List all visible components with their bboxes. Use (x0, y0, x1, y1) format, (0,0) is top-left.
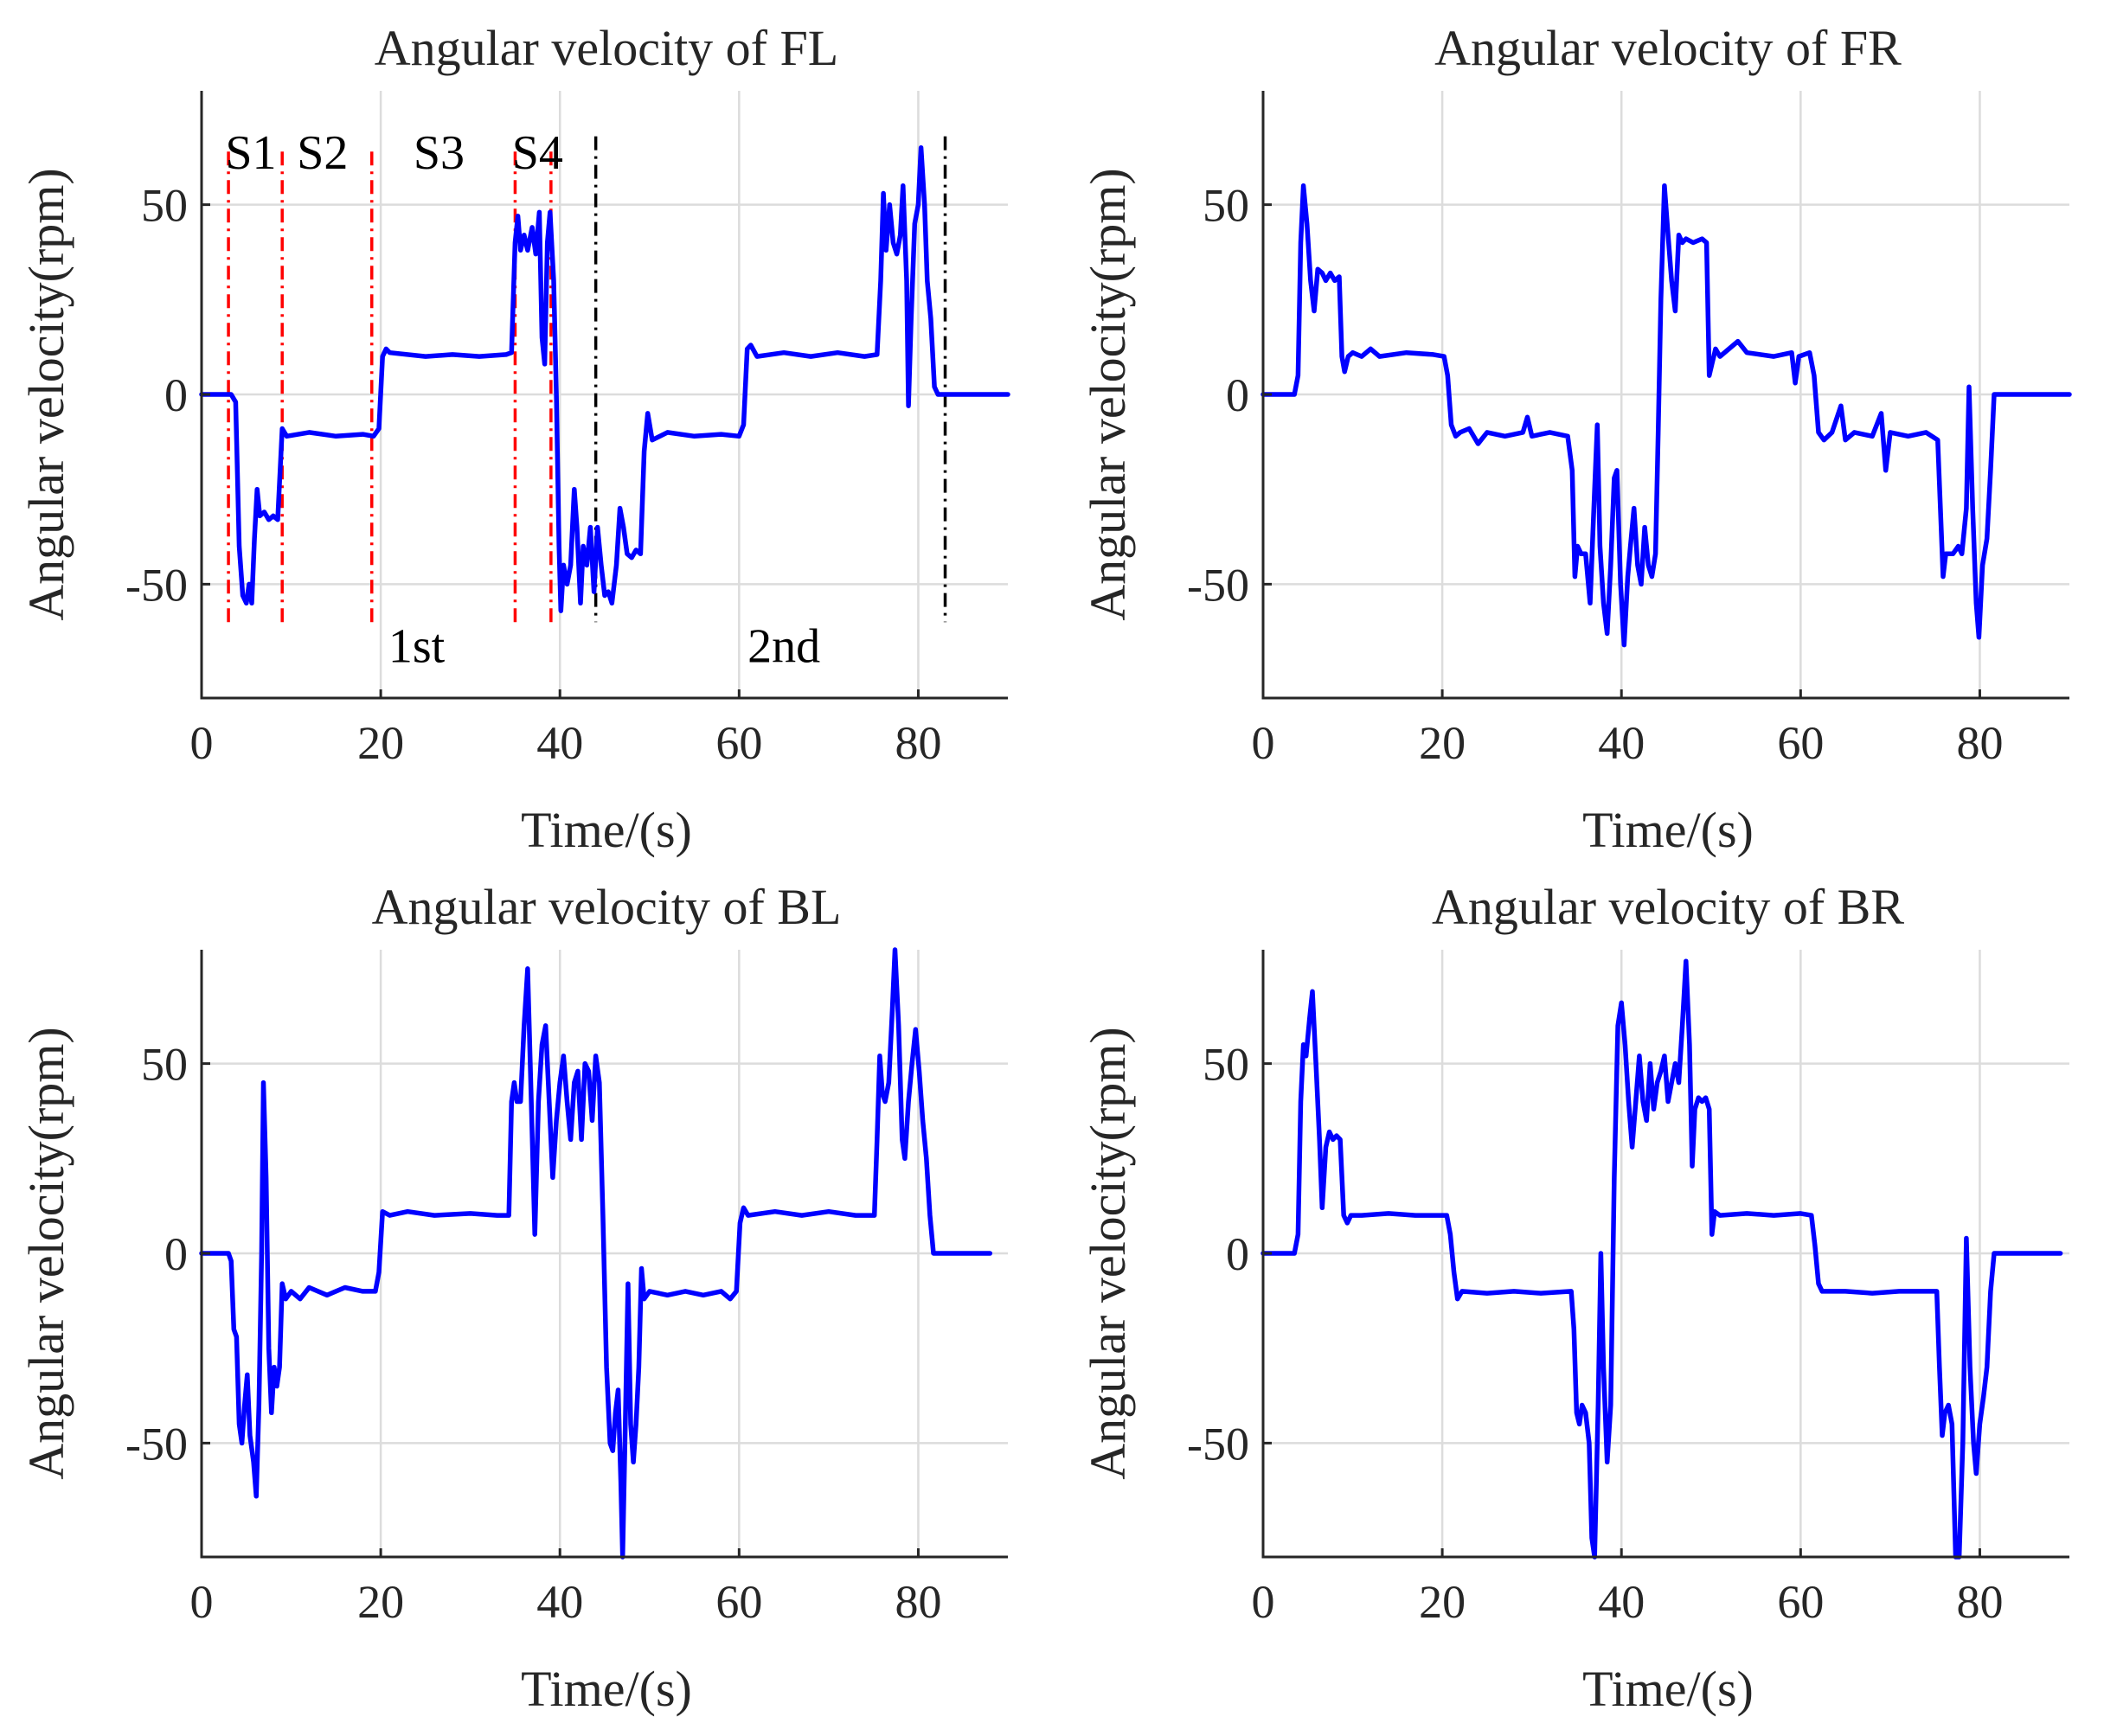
series-line-bl (199, 947, 993, 1560)
x-tick-label: 60 (1777, 717, 1824, 769)
y-tick-label: -50 (1187, 1418, 1249, 1470)
annotation-label: S4 (512, 126, 563, 180)
annotation-label: 2nd (747, 620, 820, 674)
y-tick-label: 50 (141, 1039, 188, 1091)
chart-bl: 0 20 40 60 80 -50 0 50 Angular velocity of BL Tim… (18, 879, 1008, 1717)
x-tick-label: 0 (190, 717, 214, 769)
chart-title: Angular velocity of BL (372, 879, 842, 935)
x-tick-label: 40 (1598, 717, 1645, 769)
y-tick-label: 0 (164, 369, 188, 421)
x-tick-label: 60 (715, 1576, 762, 1628)
y-tick-label: -50 (125, 559, 188, 611)
x-axis-label: Time/(s) (521, 1661, 692, 1717)
y-axis-label: Angular velocity(rpm) (1080, 168, 1136, 620)
x-tick-label: 40 (1598, 1576, 1645, 1628)
y-axis-label: Angular velocity(rpm) (18, 1027, 74, 1479)
y-tick-label: 50 (141, 180, 188, 232)
x-tick-label: 80 (1956, 1576, 2003, 1628)
annotation-label: S3 (414, 126, 465, 180)
series-line-br (1260, 958, 2063, 1560)
x-tick-label: 80 (895, 717, 941, 769)
y-tick-label: 0 (164, 1228, 188, 1280)
x-tick-label: 40 (536, 1576, 583, 1628)
chart-title: Angular velocity of FR (1434, 20, 1902, 76)
x-tick-label: 20 (357, 717, 404, 769)
y-tick-label: 50 (1203, 180, 1249, 232)
x-tick-label: 20 (1419, 717, 1466, 769)
x-tick-label: 60 (1777, 1576, 1824, 1628)
x-tick-label: 60 (715, 717, 762, 769)
x-tick-label: 0 (1252, 1576, 1275, 1628)
series-line-fl (199, 145, 1010, 613)
x-tick-label: 40 (536, 717, 583, 769)
x-tick-label: 0 (190, 1576, 214, 1628)
y-tick-label: 0 (1226, 1228, 1249, 1280)
y-axis-label: Angular velocity(rpm) (1080, 1027, 1136, 1479)
chart-fr: 0 20 40 60 80 -50 0 50 Angular velocity of FR Tim… (1080, 20, 2072, 858)
chart-title: Angular velocity of FL (375, 20, 838, 76)
series-line-fr (1260, 183, 2072, 648)
x-tick-label: 20 (357, 1576, 404, 1628)
x-axis-label: Time/(s) (1582, 1661, 1754, 1717)
x-axis-label: Time/(s) (1582, 802, 1754, 858)
x-tick-label: 80 (1956, 717, 2003, 769)
x-tick-label: 80 (895, 1576, 941, 1628)
x-tick-label: 0 (1252, 717, 1275, 769)
x-axis-label: Time/(s) (521, 802, 692, 858)
y-tick-label: -50 (125, 1418, 188, 1470)
y-tick-label: -50 (1187, 559, 1249, 611)
chart-br: 0 20 40 60 80 -50 0 50 Angular velocity of BR Tim… (1080, 879, 2069, 1717)
annotation-label: S1 (225, 126, 276, 180)
x-tick-label: 20 (1419, 1576, 1466, 1628)
y-tick-label: 50 (1203, 1039, 1249, 1091)
annotation-label: S2 (297, 126, 348, 180)
chart-fl: 0 20 40 60 80 -50 0 50 Angular velocity of FL Tim… (18, 20, 1010, 858)
chart-title: Angular velocity of BR (1432, 879, 1904, 935)
y-tick-label: 0 (1226, 369, 1249, 421)
y-axis-label: Angular velocity(rpm) (18, 168, 74, 620)
annotation-label: 1st (388, 620, 446, 674)
